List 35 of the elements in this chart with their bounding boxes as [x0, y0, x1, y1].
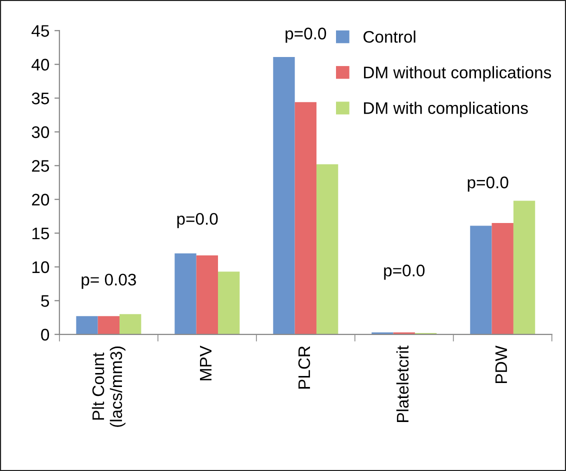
bar [174, 253, 196, 334]
bar [273, 56, 295, 334]
bar [218, 272, 240, 334]
bar [98, 316, 120, 334]
x-tick-label: Plateletcrit [396, 346, 409, 422]
x-tick-label: PLCR [298, 346, 310, 389]
bar [316, 164, 338, 334]
bar [196, 255, 218, 334]
y-tick-label: 35 [32, 92, 50, 104]
x-tick-label: PDW [495, 346, 507, 384]
y-tick-label: 40 [32, 58, 50, 71]
y-tick-label: 20 [32, 194, 50, 206]
legend-label: DM with complications [364, 102, 528, 118]
x-tick-label: MPV [200, 346, 212, 380]
annotation: p=0.0 [177, 212, 218, 228]
bar [513, 200, 536, 334]
y-tick-label: 45 [32, 25, 50, 37]
y-tick-label: 10 [32, 261, 50, 274]
y-tick-label: 15 [32, 228, 50, 240]
annotation: p=0.0 [286, 28, 326, 43]
annotation: p=0.0 [468, 176, 508, 192]
bar [470, 226, 492, 334]
y-tick-label: 30 [32, 126, 50, 138]
y-tick-label: 5 [41, 295, 50, 307]
y-tick-label: 25 [32, 160, 50, 172]
annotation: p=0.0 [384, 264, 425, 280]
bar [294, 102, 316, 334]
bar [76, 316, 98, 334]
legend-label: Control [364, 30, 416, 43]
legend-label: DM without complications [364, 66, 552, 82]
y-tick-label: 0 [41, 328, 50, 341]
annotation: p= 0.03 [82, 274, 136, 289]
bar [120, 314, 142, 334]
bar [492, 223, 514, 334]
x-tick-label: Plt Count (lacs/mm3) [92, 346, 126, 427]
